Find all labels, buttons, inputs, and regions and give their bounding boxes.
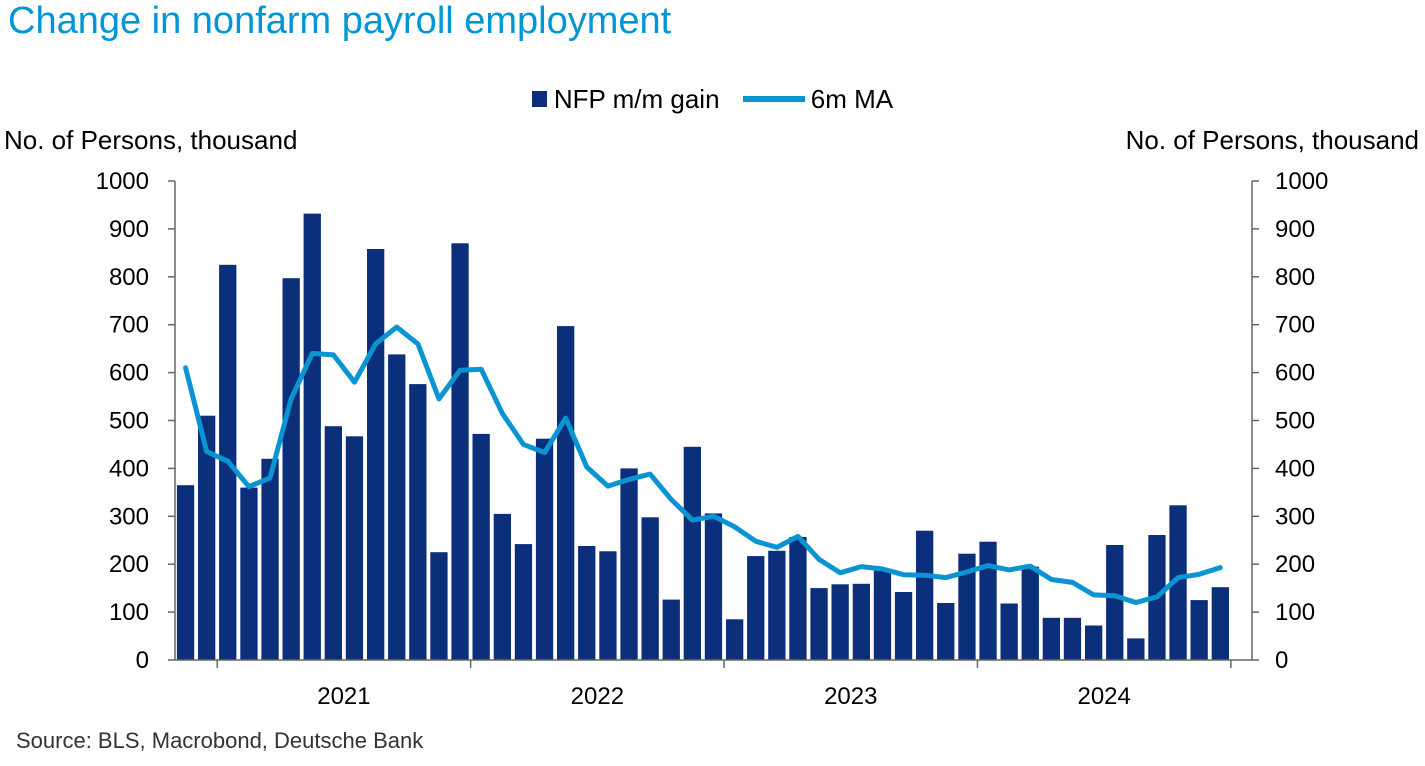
y-tick-label-left: 400 [109,455,149,482]
legend-label-ma: 6m MA [810,83,894,114]
y-tick-label-right: 300 [1275,503,1315,530]
bar [198,415,216,660]
ma-line [183,324,1223,605]
bar [324,426,342,660]
bar [789,536,807,660]
bar [367,249,385,660]
legend-swatch-bar [531,91,547,108]
bar [240,487,258,660]
bar [620,468,638,660]
bar [261,458,279,660]
y-tick-label-right: 700 [1275,312,1315,339]
legend-item-ma: 6m MA [742,83,894,115]
bar [979,541,997,660]
bar [1127,638,1145,660]
legend-label-nfp: NFP m/m gain [553,83,720,114]
bar [937,603,955,660]
y-tick-label-left: 1000 [96,168,149,195]
bar [641,517,659,660]
y-axis-label-left: No. of Persons, thousand [4,125,298,155]
chart-title: Change in nonfarm payroll employment [8,0,672,42]
y-tick-label-right: 400 [1275,455,1315,482]
bar [303,213,321,660]
bar [894,592,913,660]
bar [599,551,617,660]
y-tick-label-left: 100 [109,599,149,626]
x-tick-label: 2021 [317,683,370,710]
x-tick-label: 2023 [824,683,877,710]
bar [409,384,427,660]
y-tick-label-right: 100 [1275,599,1315,626]
bar [472,433,490,660]
bar [1211,587,1229,660]
bar [958,553,976,660]
bar [683,446,701,660]
y-tick-label-right: 800 [1275,264,1315,291]
bar [662,599,680,660]
y-tick-label-right: 200 [1275,551,1315,578]
bar [852,583,870,660]
bar [535,438,554,660]
y-axis-label-right: No. of Persons, thousand [1125,125,1419,155]
bar [768,550,786,660]
y-tick-label-left: 600 [109,360,149,387]
bar [430,552,448,660]
bar [1021,566,1039,660]
y-tick-label-right: 1000 [1275,168,1328,195]
y-tick-label-right: 600 [1275,360,1315,387]
legend-swatch-line [742,96,805,103]
y-tick-label-right: 500 [1275,408,1315,435]
bar [726,619,744,660]
legend: NFP m/m gain 6m MA [0,82,1425,115]
bar [514,544,533,660]
bar [451,243,469,661]
bar [1063,617,1082,660]
y-tick-label-left: 300 [109,503,149,530]
bar [810,588,828,660]
bar [176,485,195,660]
bar [557,326,575,660]
bar [388,354,406,660]
y-tick-label-left: 800 [109,264,149,291]
bar [873,569,892,660]
bar [578,546,596,660]
bar [1000,603,1018,660]
bar [1042,617,1060,660]
bar [1085,625,1103,660]
y-tick-label-left: 900 [109,216,149,243]
x-tick-label: 2024 [1077,683,1130,710]
bar [1190,600,1208,660]
bar [345,436,364,660]
y-tick-label-left: 700 [109,312,149,339]
bar [916,530,934,660]
y-tick-label-right: 0 [1275,647,1288,674]
bar [1169,505,1187,660]
bar [1106,545,1124,660]
bar [282,278,300,660]
y-tick-label-left: 200 [109,551,149,578]
bar [704,513,723,660]
bar [747,556,765,660]
y-tick-label-left: 500 [109,408,149,435]
legend-item-nfp: NFP m/m gain [531,83,720,115]
x-tick-label: 2022 [571,683,624,710]
bar [831,584,849,660]
source-note: Source: BLS, Macrobond, Deutsche Bank [16,728,424,753]
bar [493,513,511,660]
y-tick-label-right: 900 [1275,216,1315,243]
y-tick-label-left: 0 [136,647,149,674]
